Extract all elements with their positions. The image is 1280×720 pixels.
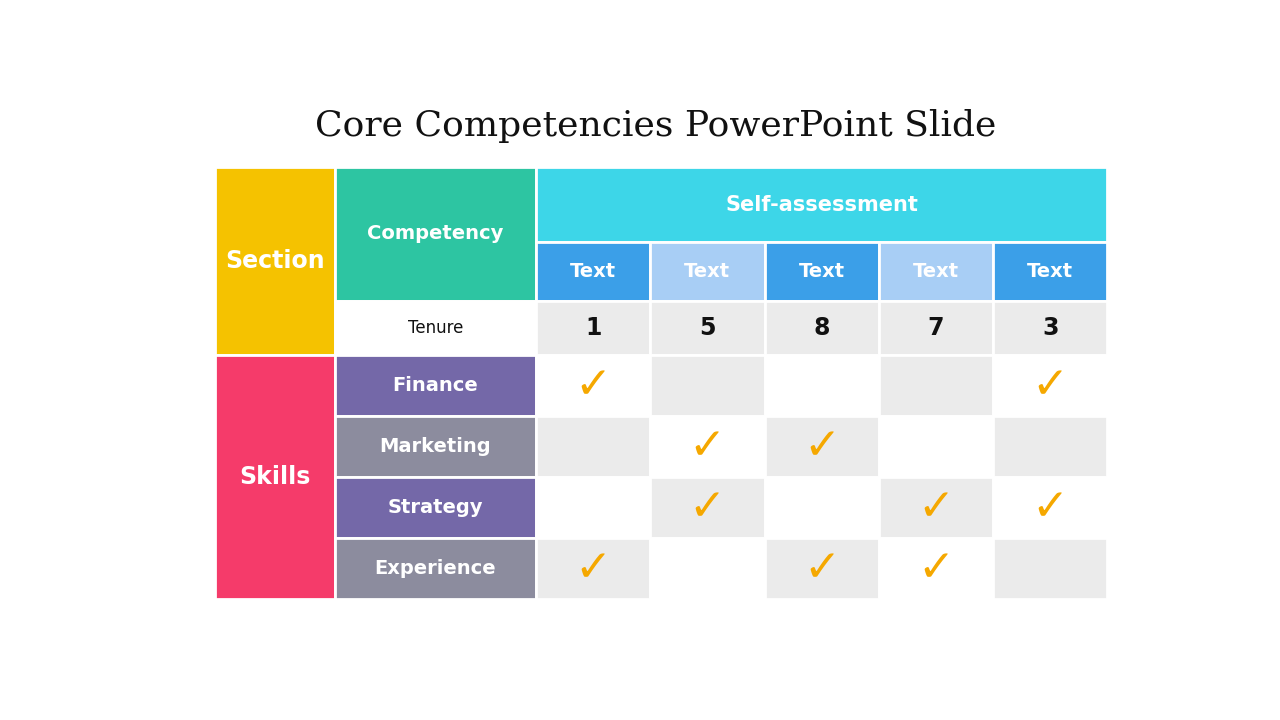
Bar xyxy=(993,538,1107,599)
Bar xyxy=(335,167,536,301)
Bar xyxy=(536,538,650,599)
Bar xyxy=(764,243,879,301)
Bar xyxy=(879,301,993,355)
Bar xyxy=(215,355,335,599)
Text: Competency: Competency xyxy=(367,225,504,243)
Bar xyxy=(536,301,650,355)
Bar xyxy=(764,477,879,538)
Text: ✓: ✓ xyxy=(1032,364,1069,407)
Bar xyxy=(536,477,650,538)
Bar xyxy=(993,243,1107,301)
Bar xyxy=(879,477,993,538)
Text: 5: 5 xyxy=(699,316,716,340)
Text: Marketing: Marketing xyxy=(380,437,492,456)
Bar xyxy=(536,167,1107,243)
Text: ✓: ✓ xyxy=(1032,486,1069,529)
Bar xyxy=(879,355,993,416)
Text: ✓: ✓ xyxy=(918,486,955,529)
Text: Text: Text xyxy=(1027,262,1074,281)
Text: Tenure: Tenure xyxy=(408,319,463,337)
Bar xyxy=(764,416,879,477)
Text: ✓: ✓ xyxy=(803,547,840,590)
Bar xyxy=(764,301,879,355)
Bar xyxy=(650,416,764,477)
Bar xyxy=(650,538,764,599)
Bar xyxy=(536,355,650,416)
Bar xyxy=(879,416,993,477)
Bar xyxy=(993,355,1107,416)
Bar xyxy=(335,355,536,416)
Text: Finance: Finance xyxy=(393,376,479,395)
Text: Text: Text xyxy=(913,262,959,281)
Bar xyxy=(650,355,764,416)
Text: Strategy: Strategy xyxy=(388,498,484,517)
Bar xyxy=(993,301,1107,355)
Bar xyxy=(879,538,993,599)
Bar xyxy=(335,301,536,355)
Bar xyxy=(993,477,1107,538)
Text: Text: Text xyxy=(799,262,845,281)
Text: 1: 1 xyxy=(585,316,602,340)
Bar xyxy=(536,416,650,477)
Text: Text: Text xyxy=(570,262,616,281)
Text: Experience: Experience xyxy=(375,559,497,578)
Text: 3: 3 xyxy=(1042,316,1059,340)
Bar xyxy=(536,243,650,301)
Text: Text: Text xyxy=(685,262,731,281)
Bar xyxy=(650,243,764,301)
Text: Skills: Skills xyxy=(239,465,311,489)
Text: ✓: ✓ xyxy=(575,364,612,407)
Bar xyxy=(335,477,536,538)
Bar xyxy=(764,538,879,599)
Text: Core Competencies PowerPoint Slide: Core Competencies PowerPoint Slide xyxy=(315,109,997,143)
Bar xyxy=(650,301,764,355)
Text: ✓: ✓ xyxy=(689,486,726,529)
Text: ✓: ✓ xyxy=(689,425,726,468)
Bar xyxy=(215,167,335,355)
Text: 8: 8 xyxy=(813,316,829,340)
Bar xyxy=(879,243,993,301)
Bar xyxy=(335,416,536,477)
Text: ✓: ✓ xyxy=(575,547,612,590)
Text: Self-assessment: Self-assessment xyxy=(726,194,918,215)
Bar xyxy=(993,416,1107,477)
Text: 7: 7 xyxy=(928,316,945,340)
Text: ✓: ✓ xyxy=(803,425,840,468)
Bar xyxy=(335,538,536,599)
Text: Section: Section xyxy=(225,249,325,273)
Bar xyxy=(764,355,879,416)
Bar xyxy=(650,477,764,538)
Text: ✓: ✓ xyxy=(918,547,955,590)
